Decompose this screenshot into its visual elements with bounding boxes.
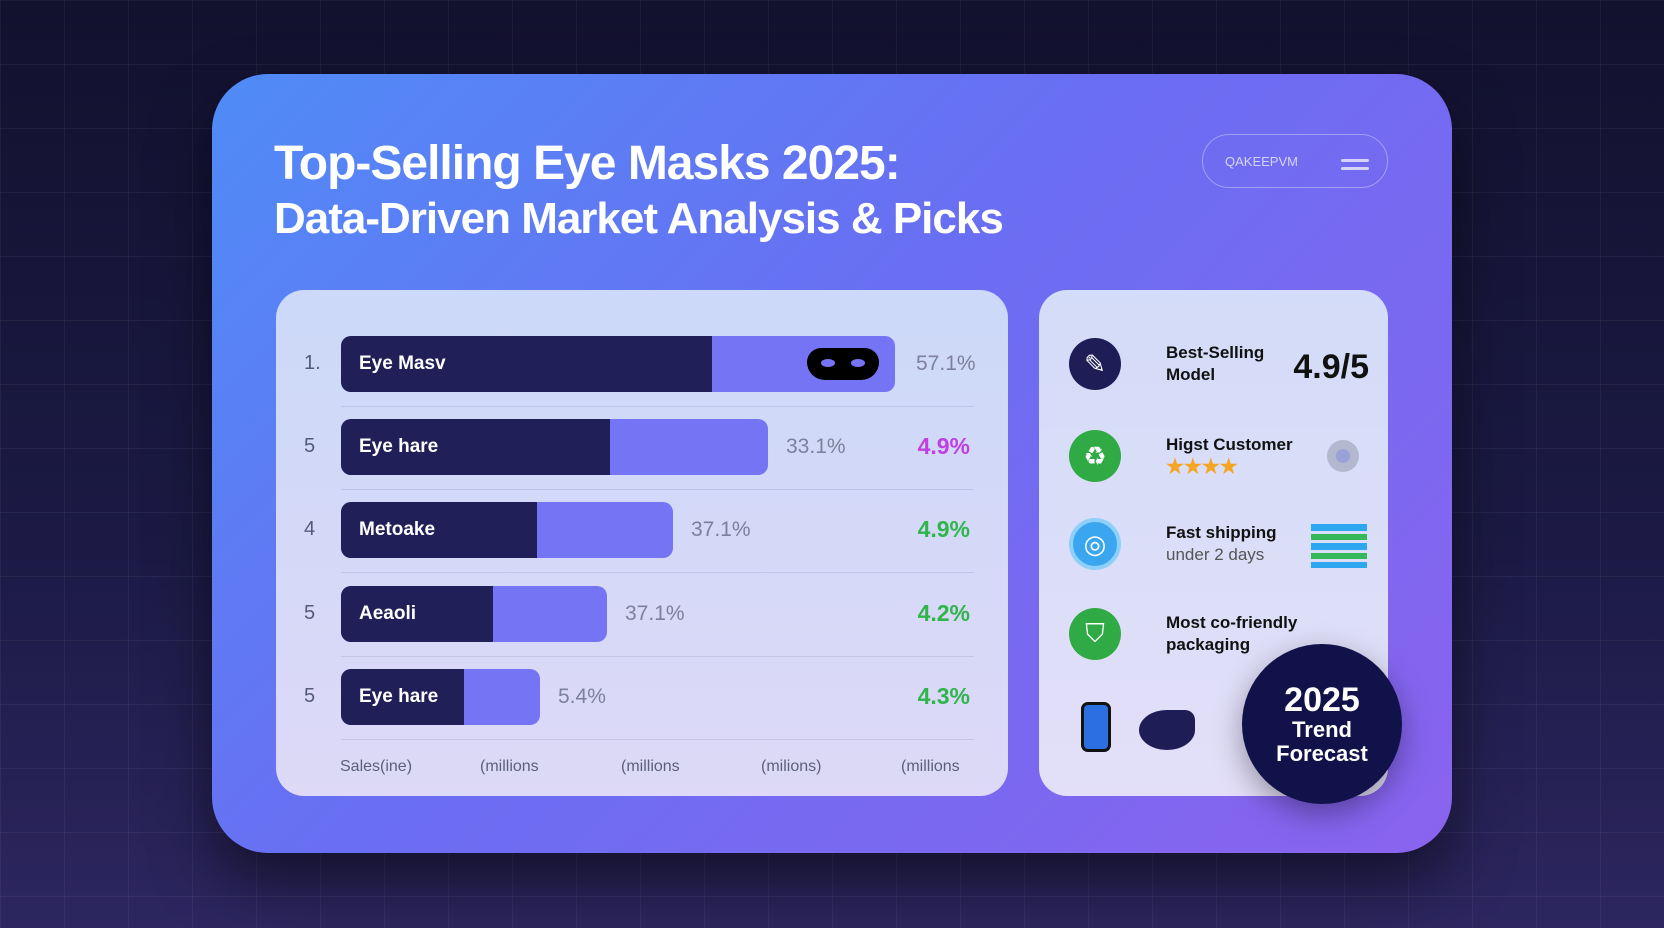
page-title: Top-Selling Eye Masks 2025: Data-Driven … (274, 136, 1004, 246)
title-line-1: Top-Selling Eye Masks 2025: (274, 137, 901, 190)
row-divider (341, 739, 974, 740)
row-divider (341, 406, 974, 407)
share-label: 33.1% (786, 435, 846, 458)
eye-mask-icon (807, 348, 879, 380)
row-divider (341, 489, 974, 490)
bar-row: 5 Eye hare 5.4% 4.3% (276, 669, 1008, 725)
badge-year: 2025 (1284, 681, 1360, 719)
bar-row: 4 Metoake 37.1% 4.9% (276, 502, 1008, 558)
feature-subtitle: under 2 days (1166, 545, 1265, 564)
share-label: 5.4% (558, 685, 606, 708)
feature-title: Most co-friendly (1166, 613, 1298, 632)
feature-best-selling: ✎ Best-Selling Model 4.9/5 (1069, 338, 1369, 398)
features-panel: ✎ Best-Selling Model 4.9/5 ♻ Higst Custom… (1039, 290, 1388, 796)
title-line-2: Data-Driven Market Analysis & Picks (274, 194, 1004, 243)
bar-dark-segment (341, 336, 712, 392)
bar-row: 1. Eye Masv 57.1% (276, 336, 1008, 392)
x-tick-label: (millions (621, 758, 680, 775)
bar-label: Aeaoli (359, 603, 417, 624)
share-label: 37.1% (691, 518, 751, 541)
star-rating: ★★★★ (1166, 456, 1238, 478)
rank-label: 5 (304, 435, 316, 457)
rank-label: 1. (304, 352, 321, 374)
growth-label: 4.9% (917, 516, 970, 542)
row-divider (341, 572, 974, 573)
x-tick-label: (millions (901, 758, 960, 775)
bar-dark-segment (341, 669, 464, 725)
bar: Eye hare (341, 669, 540, 725)
bar: Eye Masv (341, 336, 895, 392)
layers-icon (1311, 524, 1367, 568)
x-tick-label: (millions (480, 758, 539, 775)
trend-forecast-badge[interactable]: 2025 Trend Forecast (1242, 644, 1402, 804)
growth-label: 4.3% (917, 683, 970, 709)
badge-line-2: Forecast (1276, 741, 1368, 766)
menu-icon[interactable] (1341, 154, 1369, 175)
bar-label: Eye hare (359, 436, 439, 457)
bar-dark-segment (341, 586, 493, 642)
growth-label: 4.9% (917, 433, 970, 459)
growth-label: 4.2% (917, 600, 970, 626)
feature-title-2: packaging (1166, 635, 1251, 654)
row-divider (341, 656, 974, 657)
feature-customer: ♻ Higst Customer ★★★★ (1069, 430, 1369, 490)
pill-label: QAKEEPVM (1225, 153, 1298, 169)
rank-label: 5 (304, 685, 316, 707)
bar-label: Eye hare (359, 686, 439, 707)
bar-label: Eye Masv (359, 353, 446, 374)
edit-badge-icon: ✎ (1069, 338, 1121, 390)
rank-label: 4 (304, 518, 316, 540)
feature-title: Higst Customer (1166, 435, 1293, 454)
feature-title: Best-Selling (1166, 343, 1265, 362)
feature-shipping: ◎ Fast shipping under 2 days (1069, 518, 1369, 578)
bar-label: Metoake (359, 519, 436, 540)
flower-icon (1327, 440, 1359, 472)
x-tick-label: Sales(ine) (340, 758, 413, 775)
main-card: Top-Selling Eye Masks 2025: Data-Driven … (212, 74, 1452, 853)
bar: Aeaoli (341, 586, 607, 642)
swoosh-logo-icon (1139, 710, 1195, 750)
phone-icon (1081, 702, 1111, 752)
badge-line-1: Trend (1292, 717, 1352, 742)
share-label: 37.1% (625, 602, 685, 625)
sales-chart-panel: 1. Eye Masv 57.1% 5 Eye hare 33.1% 4.9% 4… (276, 290, 1008, 796)
bar-row: 5 Eye hare 33.1% 4.9% (276, 419, 1008, 475)
eco-package-icon: ⛉ (1069, 608, 1121, 660)
recycle-icon: ♻ (1069, 430, 1121, 482)
rank-label: 5 (304, 602, 316, 624)
feature-packaging: ⛉ Most co-friendly packaging (1069, 608, 1369, 668)
feature-title: Fast shipping (1166, 523, 1277, 542)
bar-dark-segment (341, 502, 537, 558)
header-pill-button[interactable]: QAKEEPVM (1202, 134, 1388, 188)
shipping-icon: ◎ (1069, 518, 1121, 570)
x-tick-label: (milions) (761, 758, 822, 775)
bar-row: 5 Aeaoli 37.1% 4.2% (276, 586, 1008, 642)
feature-title-2: Model (1166, 365, 1216, 384)
rating-value: 4.9/5 (1293, 348, 1369, 386)
bar: Metoake (341, 502, 673, 558)
bar: Eye hare (341, 419, 768, 475)
bar-dark-segment (341, 419, 610, 475)
share-label: 57.1% (916, 352, 976, 375)
